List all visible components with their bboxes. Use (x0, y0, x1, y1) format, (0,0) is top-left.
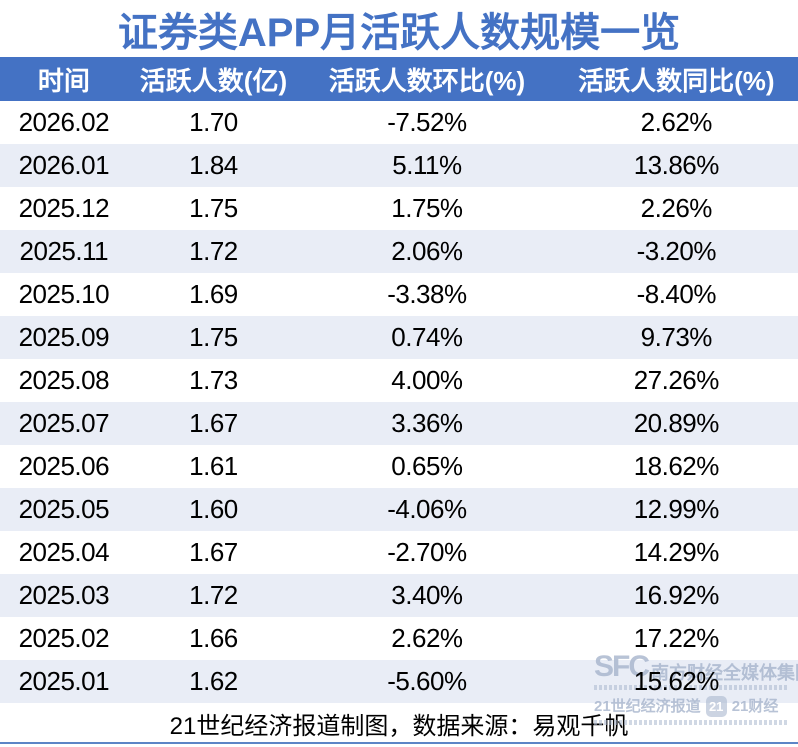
table-header: 时间 活跃人数(亿) 活跃人数环比(%) 活跃人数同比(%) (0, 57, 798, 101)
cell-active-users: 1.66 (189, 623, 238, 653)
cell-mom-change: 1.75% (391, 193, 463, 223)
table-row: 2025.02 1.66 2.62% 17.22% (0, 617, 798, 660)
cell-active-users: 1.84 (189, 150, 238, 180)
cell-yoy-change: 27.26% (633, 365, 720, 395)
cell-yoy-change: 16.92% (633, 580, 720, 610)
cell-mom-change: 0.74% (391, 322, 463, 352)
page-title: 证券类APP月活跃人数规模一览 (117, 10, 681, 55)
table-row: 2025.10 1.69 -3.38% -8.40% (0, 273, 798, 316)
cell-active-users: 1.70 (189, 107, 238, 137)
cell-active-users: 1.72 (189, 580, 238, 610)
table-row: 2025.08 1.73 4.00% 27.26% (0, 359, 798, 402)
cell-active-users: 1.73 (189, 365, 238, 395)
header-time: 时间 (0, 57, 128, 101)
cell-yoy-change: 2.62% (640, 107, 713, 137)
cell-yoy-change: -8.40% (636, 279, 717, 309)
cell-active-users: 1.67 (189, 408, 238, 438)
header-active-users: 活跃人数(亿) (127, 57, 300, 101)
cell-yoy-change: 2.26% (640, 193, 713, 223)
cell-time: 2025.03 (18, 580, 110, 610)
header-yoy-change: 活跃人数同比(%) (554, 57, 798, 101)
cell-active-users: 1.75 (189, 322, 238, 352)
cell-mom-change: 3.40% (391, 580, 463, 610)
cell-time: 2025.07 (18, 408, 110, 438)
cell-yoy-change: 9.73% (640, 322, 713, 352)
cell-active-users: 1.67 (189, 537, 238, 567)
cell-time: 2025.11 (19, 236, 109, 266)
cell-mom-change: 5.11% (392, 150, 462, 180)
cell-time: 2025.01 (18, 666, 110, 696)
cell-time: 2025.06 (18, 451, 110, 481)
cell-yoy-change: 20.89% (633, 408, 720, 438)
cell-mom-change: 3.36% (391, 408, 463, 438)
cell-time: 2025.02 (18, 623, 110, 653)
cell-active-users: 1.62 (189, 666, 238, 696)
cell-time: 2025.05 (18, 494, 110, 524)
cell-yoy-change: 17.22% (633, 623, 720, 653)
cell-mom-change: -2.70% (387, 537, 467, 567)
cell-mom-change: -4.06% (387, 494, 467, 524)
cell-time: 2026.01 (18, 150, 110, 180)
cell-time: 2025.09 (18, 322, 110, 352)
cell-time: 2025.12 (18, 193, 110, 223)
table-row: 2025.03 1.72 3.40% 16.92% (0, 574, 798, 617)
table-row: 2026.01 1.84 5.11% 13.86% (0, 144, 798, 187)
table-row: 2025.01 1.62 -5.60% 15.62% (0, 660, 798, 703)
cell-yoy-change: 13.86% (633, 150, 720, 180)
cell-active-users: 1.60 (189, 494, 238, 524)
cell-yoy-change: -3.20% (636, 236, 717, 266)
table-body: 2026.02 1.70 -7.52% 2.62% 2026.01 1.84 5… (0, 101, 798, 703)
cell-yoy-change: 12.99% (633, 494, 720, 524)
cell-active-users: 1.69 (189, 279, 238, 309)
cell-mom-change: -7.52% (387, 107, 467, 137)
cell-mom-change: -5.60% (387, 666, 467, 696)
table-row: 2025.07 1.67 3.36% 20.89% (0, 402, 798, 445)
table-row: 2025.05 1.60 -4.06% 12.99% (0, 488, 798, 531)
table-row: 2025.12 1.75 1.75% 2.26% (0, 187, 798, 230)
cell-active-users: 1.75 (189, 193, 238, 223)
cell-yoy-change: 14.29% (633, 537, 720, 567)
table-row: 2025.09 1.75 0.74% 9.73% (0, 316, 798, 359)
cell-active-users: 1.72 (189, 236, 238, 266)
cell-mom-change: 0.65% (391, 451, 463, 481)
cell-yoy-change: 18.62% (633, 451, 720, 481)
cell-mom-change: 2.62% (391, 623, 463, 653)
title-row: 证券类APP月活跃人数规模一览 (0, 0, 798, 57)
cell-yoy-change: 15.62% (633, 666, 720, 696)
table-row: 2026.02 1.70 -7.52% 2.62% (0, 101, 798, 144)
cell-mom-change: 2.06% (391, 236, 463, 266)
cell-mom-change: -3.38% (387, 279, 467, 309)
header-mom-change: 活跃人数环比(%) (299, 57, 555, 101)
table-row: 2025.11 1.72 2.06% -3.20% (0, 230, 798, 273)
cell-time: 2025.10 (18, 279, 110, 309)
bottom-accent-line (0, 742, 798, 744)
cell-active-users: 1.61 (189, 451, 238, 481)
cell-time: 2026.02 (18, 107, 110, 137)
mau-data-table: 时间 活跃人数(亿) 活跃人数环比(%) 活跃人数同比(%) 2026.02 1… (0, 57, 798, 703)
cell-mom-change: 4.00% (391, 365, 463, 395)
table-row: 2025.06 1.61 0.65% 18.62% (0, 445, 798, 488)
table-header-row: 时间 活跃人数(亿) 活跃人数环比(%) 活跃人数同比(%) (0, 57, 798, 101)
footer-note: 21世纪经济报道制图，数据来源：易观千帆 (169, 713, 629, 740)
table-row: 2025.04 1.67 -2.70% 14.29% (0, 531, 798, 574)
cell-time: 2025.08 (18, 365, 110, 395)
footer-row: 21世纪经济报道制图，数据来源：易观千帆 (0, 703, 798, 744)
cell-time: 2025.04 (18, 537, 110, 567)
